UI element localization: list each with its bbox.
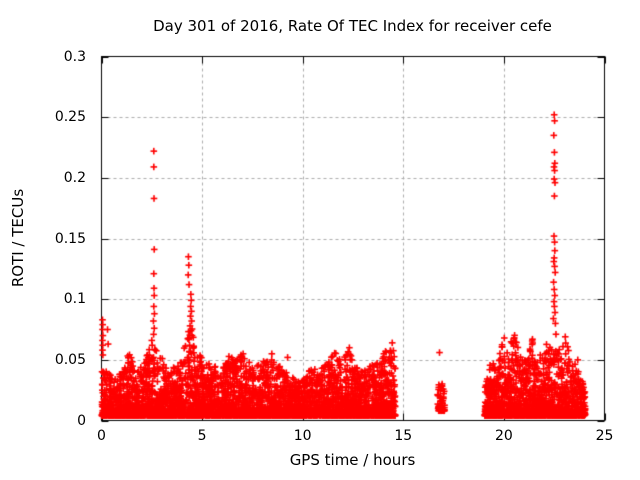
chart-title: Day 301 of 2016, Rate Of TEC Index for r… <box>153 17 552 35</box>
x-axis-label: GPS time / hours <box>289 451 416 469</box>
x-tick-label: 25 <box>595 428 614 444</box>
y-tick-label: 0.15 <box>54 230 86 247</box>
x-tick-label: 10 <box>293 428 312 444</box>
x-tick-label: 5 <box>197 428 207 444</box>
y-tick-label: 0.05 <box>54 351 86 368</box>
y-tick-label: 0.25 <box>54 109 86 126</box>
x-tick-label: 20 <box>494 428 513 444</box>
y-tick-label: 0.2 <box>63 169 86 186</box>
y-tick-label: 0.3 <box>63 48 86 65</box>
x-tick-label: 0 <box>97 428 106 444</box>
y-tick-label: 0.1 <box>63 291 86 308</box>
x-tick-label: 15 <box>394 428 413 444</box>
y-tick-label: 0 <box>77 412 86 429</box>
